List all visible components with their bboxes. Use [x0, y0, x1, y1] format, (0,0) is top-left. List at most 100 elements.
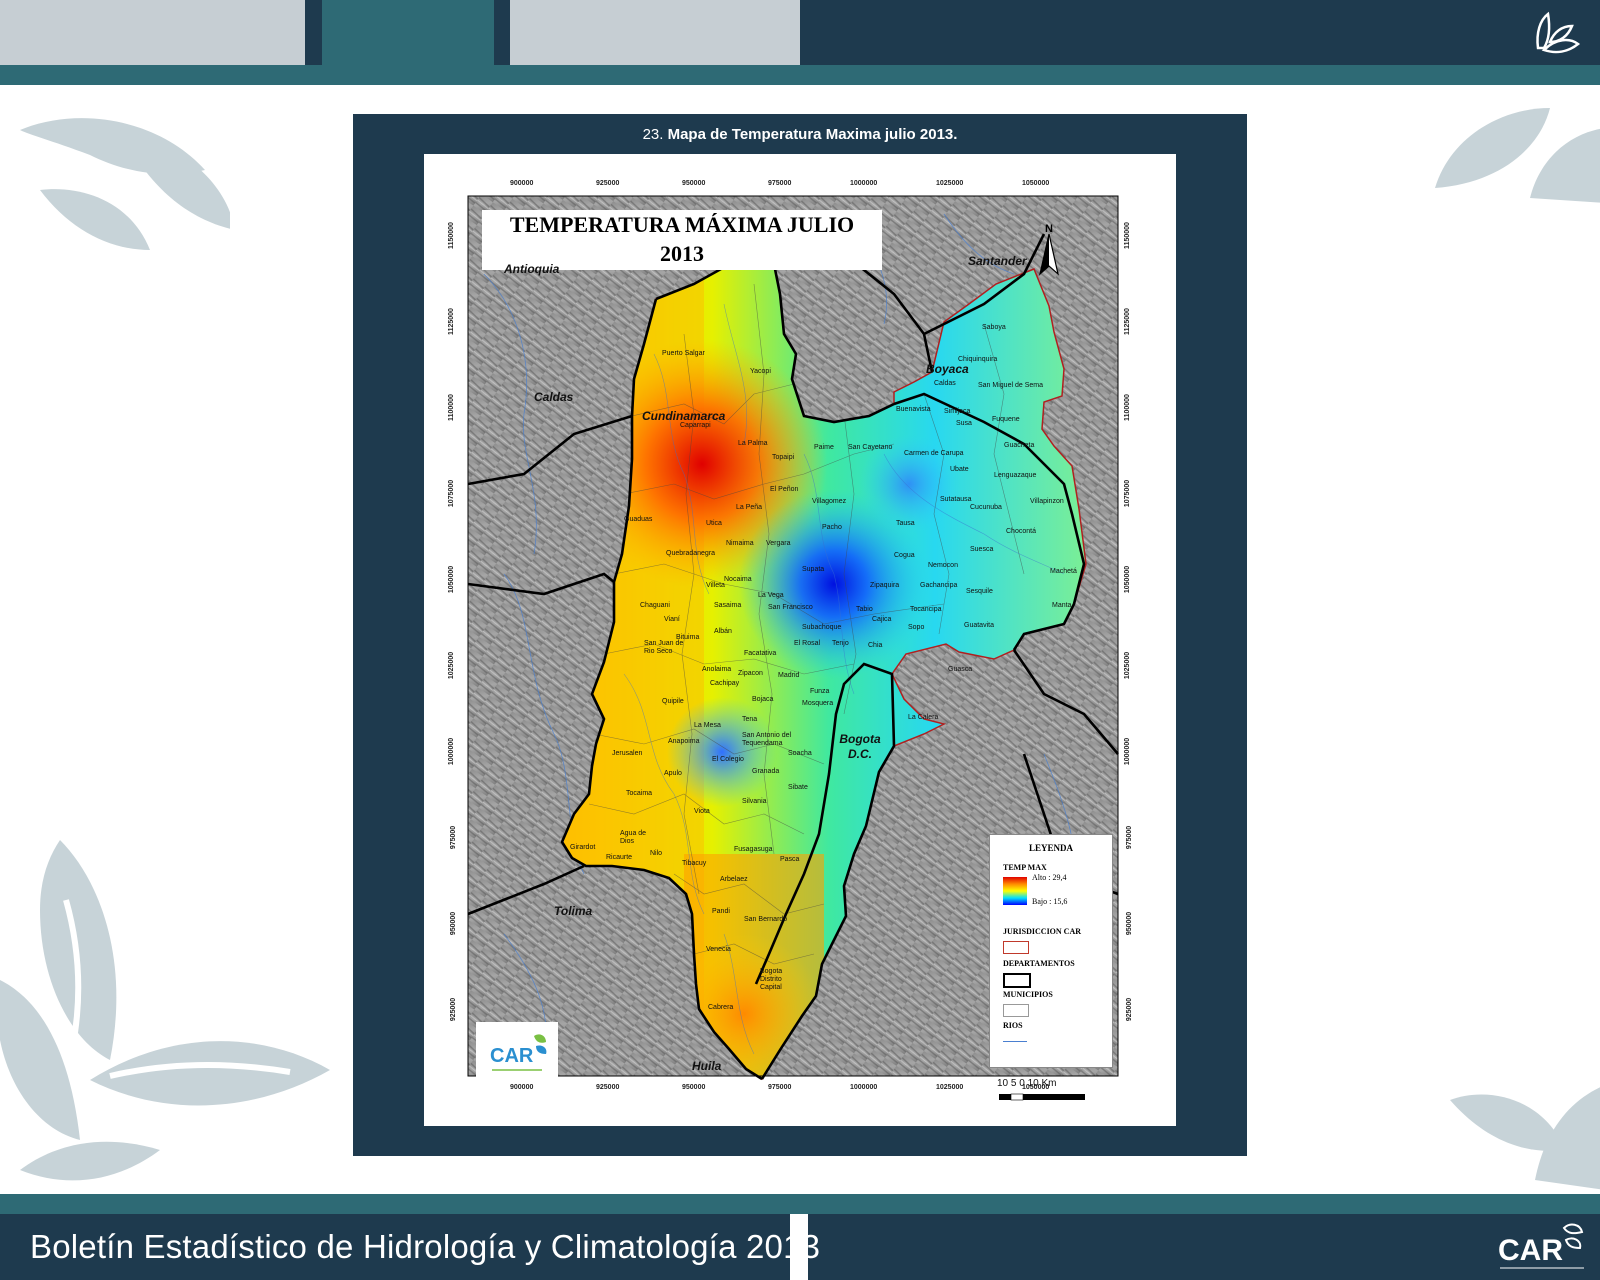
- place-label: Guacheta: [1004, 442, 1035, 449]
- y-tick-label: 1050000: [1124, 565, 1132, 594]
- map-frame: 23. Mapa de Temperatura Maxima julio 201…: [353, 114, 1247, 1156]
- place-label: Suesca: [970, 546, 994, 553]
- x-tick-label: 900000: [510, 1084, 534, 1091]
- y-tick-label: 1025000: [1124, 651, 1132, 680]
- place-label: Cachipay: [710, 680, 740, 687]
- place-label: La Vega: [758, 592, 784, 599]
- map-sheet: 900000 925000 950000 975000 1000000 1025…: [424, 154, 1176, 1126]
- department-label: Cundinamarca: [642, 409, 726, 423]
- header-block-gray-2: [510, 0, 800, 65]
- scale-bar-graphic: [999, 1093, 1085, 1101]
- place-label: Tena: [742, 716, 758, 723]
- north-label: N: [1045, 223, 1053, 235]
- y-tick-label: 1075000: [448, 479, 456, 508]
- header-stripe: [0, 65, 1600, 85]
- place-label: Silvania: [742, 798, 767, 805]
- butterfly-leaf-icon: [0, 840, 330, 1181]
- car-logo-icon: CAR: [490, 1034, 547, 1071]
- department-label: Caldas: [534, 390, 574, 404]
- legend-municipalities-swatch: [1003, 1004, 1029, 1017]
- place-label: Anapoima: [668, 738, 700, 745]
- place-label: Bituima: [676, 634, 700, 641]
- butterfly-leaf-icon: [1536, 11, 1581, 54]
- x-tick-label: 975000: [768, 180, 792, 187]
- x-tick-label: 925000: [596, 180, 620, 187]
- place-label: Jerusalen: [612, 750, 643, 757]
- legend-title: LEYENDA: [1028, 843, 1073, 853]
- place-label: Nocaima: [724, 576, 752, 583]
- y-tick-label: 1100000: [447, 394, 455, 421]
- y-tick-label: 1150000: [1123, 222, 1131, 249]
- y-tick-label: 1075000: [1124, 479, 1132, 508]
- place-label: Simijaca: [944, 408, 971, 415]
- place-label: Sutatausa: [940, 496, 972, 503]
- place-label: Fuquene: [992, 416, 1020, 423]
- department-label: Boyaca: [926, 362, 969, 376]
- place-label: San Juan de Rio Seco: [644, 640, 684, 655]
- footer-stripe: [0, 1194, 1600, 1214]
- place-label: Tenjo: [832, 640, 849, 647]
- place-label: San Bernardo: [744, 916, 788, 923]
- legend-rivers: RIOS: [1003, 1021, 1023, 1030]
- legend-color-ramp: [1003, 877, 1027, 905]
- y-tick-label: 975000: [450, 825, 458, 850]
- place-label: Guatavita: [964, 622, 994, 629]
- place-label: Ricaurte: [606, 854, 633, 861]
- y-tick-label: 1025000: [448, 651, 456, 680]
- y-tick-label: 975000: [1126, 825, 1134, 850]
- place-label: Arbelaez: [720, 876, 748, 883]
- place-label: Nilo: [650, 850, 663, 857]
- x-tick-label: 1000000: [850, 180, 878, 187]
- scale-bar-label: 10 5 0 10 Km: [997, 1078, 1057, 1089]
- place-label: Chocontá: [1006, 528, 1036, 535]
- place-label: Supata: [802, 566, 825, 573]
- place-label: Saboya: [982, 324, 1006, 331]
- place-label: Susa: [956, 420, 972, 427]
- place-label: Granada: [752, 768, 780, 775]
- legend-municipalities: MUNICIPIOS: [1003, 990, 1053, 999]
- place-label: Tabio: [856, 606, 873, 613]
- north-arrow-icon: N: [1039, 223, 1059, 276]
- place-label: Cabrera: [708, 1004, 734, 1011]
- place-label: Bojaca: [752, 696, 774, 703]
- place-label: Funza: [810, 688, 830, 695]
- place-label: El Rosal: [794, 640, 821, 647]
- x-tick-label: 950000: [682, 180, 706, 187]
- svg-text:CAR: CAR: [1498, 1234, 1563, 1267]
- place-label: Fusagasuga: [734, 846, 773, 853]
- y-tick-label: 1150000: [447, 222, 455, 249]
- legend-rivers-swatch: [1003, 1041, 1027, 1042]
- leaf-decoration-icon: [1450, 1087, 1600, 1190]
- place-label: Sibate: [788, 784, 808, 791]
- x-tick-label: 975000: [768, 1084, 792, 1091]
- header-bar: [0, 0, 1600, 85]
- map-canvas[interactable]: [424, 154, 1176, 1126]
- place-label: Anolaima: [702, 666, 732, 673]
- place-label: El Peñon: [770, 486, 799, 493]
- place-label: El Colegio: [712, 756, 744, 763]
- place-label: Nemocon: [928, 562, 958, 569]
- place-label: Quipile: [662, 698, 684, 705]
- place-label: Mosquera: [802, 700, 834, 707]
- place-label: Soacha: [788, 750, 812, 757]
- place-label: La Peña: [736, 504, 763, 511]
- place-label: La Calera: [908, 714, 939, 721]
- place-label: Vianí: [664, 616, 680, 623]
- place-label: San Antonio del Tequendama: [742, 732, 792, 747]
- place-label: Subachoque: [802, 624, 842, 631]
- y-tick-label: 1125000: [447, 308, 455, 335]
- place-label: Viota: [694, 808, 710, 815]
- place-label: Lenguazaque: [994, 472, 1037, 479]
- place-label: San Cayetano: [848, 444, 893, 451]
- x-tick-label: 925000: [596, 1084, 620, 1091]
- legend-jurisdiction-swatch: [1003, 941, 1029, 954]
- place-label: Tibacuy: [682, 860, 707, 867]
- place-label: San Miguel de Sema: [978, 382, 1043, 389]
- legend-departments: DEPARTAMENTOS: [1003, 959, 1075, 968]
- place-label: Puerto Salgar: [662, 350, 705, 357]
- place-label: Pandi: [712, 908, 730, 915]
- scale-bar: 10 5 0 10 Km: [989, 1078, 1119, 1108]
- place-label: Topaipi: [772, 454, 795, 461]
- place-label: Utica: [706, 520, 722, 527]
- place-label: Cucunuba: [970, 504, 1002, 511]
